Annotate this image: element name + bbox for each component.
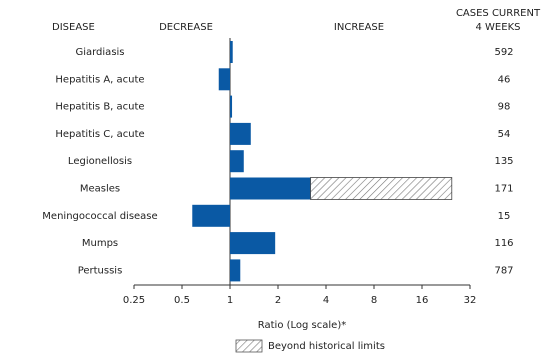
cases-value: 116 xyxy=(494,238,513,249)
legend-label: Beyond historical limits xyxy=(268,341,385,352)
category-label: Meningococcal disease xyxy=(42,211,157,222)
x-tick-label: 0.5 xyxy=(174,295,190,306)
cases-header: CASES CURRENT xyxy=(456,8,541,19)
cases-header: 4 WEEKS xyxy=(476,22,521,33)
cases-value: 15 xyxy=(498,211,511,222)
x-axis-label: Ratio (Log scale)* xyxy=(258,320,346,331)
cases-value: 171 xyxy=(494,184,513,195)
bar xyxy=(230,122,251,145)
increase-label: INCREASE xyxy=(334,22,384,33)
category-label: Pertussis xyxy=(78,265,123,276)
category-label: Hepatitis B, acute xyxy=(55,102,144,113)
cases-value: 135 xyxy=(494,156,513,167)
category-header: DISEASE xyxy=(52,22,95,33)
category-label: Giardiasis xyxy=(75,47,124,58)
decrease-label: DECREASE xyxy=(159,22,213,33)
x-tick-label: 32 xyxy=(464,295,477,306)
x-tick-label: 4 xyxy=(323,295,329,306)
bar xyxy=(230,41,233,63)
cases-value: 98 xyxy=(498,102,511,113)
x-tick-label: 2 xyxy=(275,295,281,306)
category-label: Hepatitis A, acute xyxy=(55,74,144,85)
x-tick-label: 16 xyxy=(416,295,429,306)
category-label: Mumps xyxy=(82,238,118,249)
bar xyxy=(230,232,276,255)
category-label: Legionellosis xyxy=(68,156,132,167)
x-tick-label: 1 xyxy=(227,295,233,306)
legend-swatch xyxy=(235,339,263,353)
x-tick-label: 8 xyxy=(371,295,377,306)
bar xyxy=(230,95,233,118)
bar xyxy=(230,177,311,200)
cases-value: 46 xyxy=(498,74,511,85)
category-label: Hepatitis C, acute xyxy=(55,129,144,140)
category-label: Measles xyxy=(80,184,120,195)
bar-beyond-limit xyxy=(310,177,453,200)
bar xyxy=(230,259,241,282)
cases-value: 54 xyxy=(498,129,511,140)
cases-value: 592 xyxy=(494,47,513,58)
bar xyxy=(218,68,230,91)
bar xyxy=(192,204,230,227)
cases-value: 787 xyxy=(494,265,513,276)
x-tick-label: 0.25 xyxy=(123,295,145,306)
bar xyxy=(230,150,244,173)
